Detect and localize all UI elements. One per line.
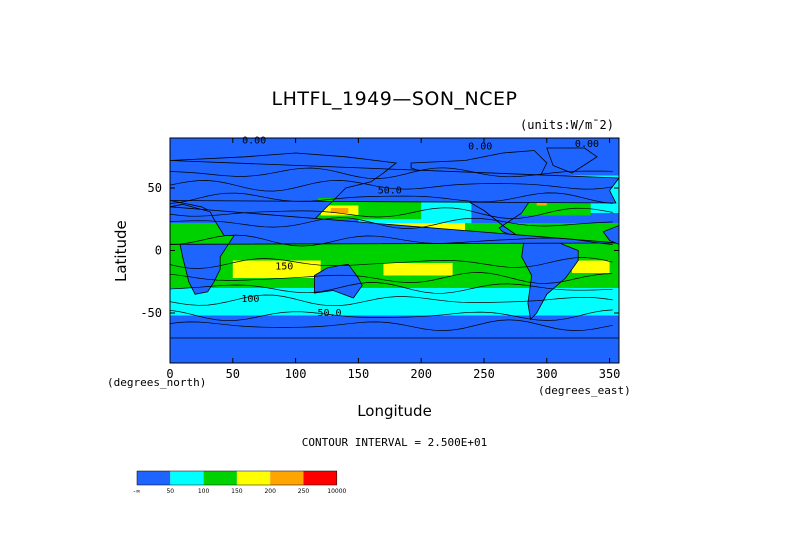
contour-line (170, 180, 613, 192)
legend-swatch (270, 471, 304, 485)
contour-lines (170, 167, 613, 331)
flux-band-south-atlantic-trade (571, 260, 610, 273)
contour-line (170, 192, 613, 204)
contour-line (170, 309, 613, 322)
legend-boundary-label: 50 (166, 488, 174, 495)
contour-line (170, 272, 613, 284)
contour-line (170, 234, 613, 247)
heat-flux-field (170, 138, 619, 363)
contour-label: 50.0 (378, 185, 402, 196)
x-tick-label: 200 (410, 367, 432, 381)
contour-line (170, 167, 613, 179)
x-tick-label: 0 (166, 367, 173, 381)
contour-label: 100 (241, 294, 259, 305)
flux-band-south-pacific-trade (383, 263, 453, 276)
y-tick-label: 50 (148, 181, 162, 195)
land-australia (313, 263, 363, 299)
legend-boundary-label: 250 (298, 488, 310, 495)
x-tick-label: 300 (536, 367, 558, 381)
contour-label: 50.0 (317, 308, 341, 319)
x-tick-label: 350 (599, 367, 621, 381)
land-antarctica (170, 337, 619, 363)
y-tick-label: 0 (155, 244, 162, 258)
contour-interval-label: CONTOUR INTERVAL = 2.500E+01 (301, 436, 488, 449)
legend-boundary-label: 10000 (327, 488, 346, 495)
contour-line (170, 294, 613, 307)
legend-boundary-label: 150 (231, 488, 243, 495)
chart-title: LHTFL_1949—SON_NCEP (271, 88, 518, 110)
legend-boundary-label: 100 (198, 488, 210, 495)
legend-swatch (137, 471, 171, 485)
y-tick-label: -50 (140, 306, 162, 320)
contour-line (170, 207, 613, 219)
x-tick-label: 50 (226, 367, 240, 381)
x-tick-label: 250 (473, 367, 495, 381)
contour-line (170, 282, 613, 294)
contour-label: 0.00 (575, 139, 599, 150)
legend-frame (136, 470, 338, 486)
legend-swatch (303, 471, 337, 485)
contour-line (170, 257, 613, 269)
contour-label: 0.00 (468, 142, 492, 153)
contour-labels: 0.00 0.00 0.00 50.0 150 100 50.0 (241, 135, 599, 319)
x-axis-label: Longitude (357, 402, 432, 420)
x-units-right-label: (degrees_east) (538, 384, 631, 397)
legend-swatch (203, 471, 237, 485)
contour-label: 0.00 (242, 135, 266, 146)
flux-band-southern-mid (170, 283, 619, 316)
units-label: (units:W/m¯2) (520, 118, 614, 132)
land-africa-west (602, 225, 619, 245)
x-tick-label: 100 (285, 367, 307, 381)
legend-boundary-label: 200 (264, 488, 276, 495)
contour-label: 150 (275, 262, 293, 273)
flux-hotspot-kuroshio (330, 208, 349, 213)
legend-swatch (170, 471, 204, 485)
x-units-left-label: (degrees_north) (107, 376, 207, 389)
axis-ticks: 0 50 100 150 200 250 300 350 50 0 -50 (140, 138, 620, 381)
legend-boundary-label: -∞ (133, 488, 140, 495)
legend-swatch (236, 471, 271, 485)
color-legend: -∞ 50 100 150 200 250 10000 (133, 470, 347, 495)
land-south-america (521, 237, 579, 321)
land-greenland (546, 147, 598, 174)
contour-line (170, 319, 613, 331)
contour-line (170, 217, 613, 229)
x-tick-label: 150 (348, 367, 370, 381)
flux-band-south-indian-trade (232, 260, 321, 278)
